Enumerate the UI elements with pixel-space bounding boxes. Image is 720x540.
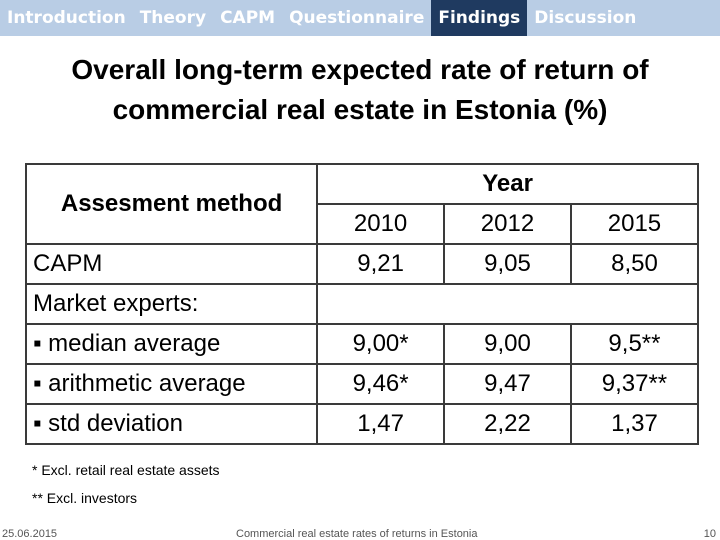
- footer-date: 25.06.2015: [2, 528, 58, 540]
- data-table: Assesment method Year 2010 2012 2015 CAPM 9…: [24, 163, 700, 445]
- table-row: ▪ std deviation 1,47 2,22 1,37: [24, 403, 700, 445]
- table-cell: ▪ median average: [24, 323, 319, 365]
- page-number: 10: [703, 528, 716, 540]
- table-cell: CAPM: [24, 243, 319, 285]
- table-cell: 2,22: [443, 403, 572, 445]
- table-cell: 9,46*: [316, 363, 446, 405]
- table-cell: 8,50: [569, 243, 700, 285]
- header-cell: 2012: [443, 203, 572, 245]
- table-cell: 9,00: [443, 323, 572, 365]
- footnote: * Excl. retail real estate assets: [32, 462, 220, 478]
- nav-tab[interactable]: Introduction: [7, 8, 126, 28]
- header-cell: 2010: [316, 203, 446, 245]
- header-cell: Year: [316, 163, 699, 205]
- nav-tab[interactable]: Findings: [431, 0, 528, 36]
- nav-bar: Introduction Theory CAPM Questionnaire Findi…: [0, 0, 720, 36]
- table-cell: [316, 283, 699, 325]
- table-cell: 9,00*: [316, 323, 446, 365]
- footnote: ** Excl. investors: [32, 490, 138, 506]
- header-cell: 2015: [569, 203, 700, 245]
- nav-tab[interactable]: Theory: [139, 8, 207, 28]
- slide-title: Overall long-term expected rate of retur…: [71, 54, 649, 125]
- table-cell: ▪ arithmetic average: [24, 363, 319, 405]
- table-cell: 9,21: [316, 243, 446, 285]
- table-cell: 9,5**: [569, 323, 700, 365]
- table-cell: 9,37**: [569, 363, 700, 405]
- table-row: ▪ arithmetic average 9,46* 9,47 9,37**: [24, 363, 700, 405]
- footer-caption: Commercial real estate rates of returns …: [236, 528, 478, 540]
- table-cell: Market experts:: [24, 283, 319, 325]
- table-cell: ▪ std deviation: [24, 403, 319, 445]
- nav-tab[interactable]: Discussion: [534, 8, 637, 28]
- header-row: 2010 2012 2015: [26, 203, 700, 245]
- nav-tab[interactable]: CAPM: [220, 8, 276, 28]
- table-row: Market experts:: [24, 283, 699, 325]
- header-cell: Assesment method: [24, 163, 319, 245]
- table-row: ▪ median average 9,00* 9,00 9,5**: [24, 323, 700, 365]
- table-cell: 1,37: [569, 403, 700, 445]
- table-cell: 9,05: [443, 243, 572, 285]
- nav-tab[interactable]: Questionnaire: [289, 8, 425, 28]
- table-cell: 1,47: [316, 403, 446, 445]
- table-row: CAPM 9,21 9,05 8,50: [24, 243, 700, 285]
- header-row: Assesment method Year: [24, 163, 699, 245]
- table-cell: 9,47: [443, 363, 572, 405]
